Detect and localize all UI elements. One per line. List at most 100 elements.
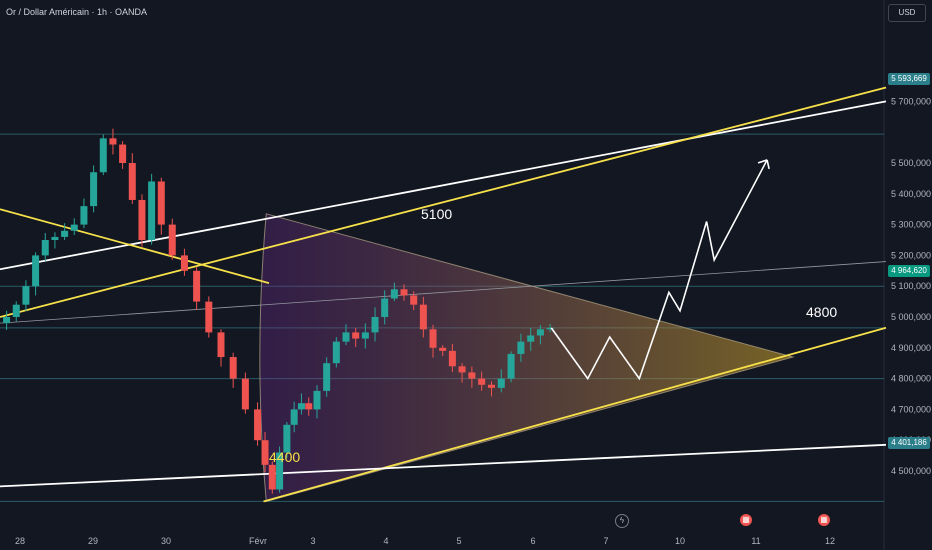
candle-body-3 <box>32 255 40 287</box>
y-tick-label: 4 900,000 <box>891 343 931 353</box>
candle-body-4 <box>41 240 49 256</box>
candle-body-44 <box>429 329 437 348</box>
candle-body-29 <box>290 409 298 425</box>
calendar-event-icon[interactable]: ▦ <box>740 514 752 526</box>
x-tick-label: 4 <box>383 536 388 546</box>
current-price-label: 4 964,620 <box>888 265 930 277</box>
candle-body-35 <box>342 332 350 342</box>
candle-body-21 <box>217 332 225 358</box>
candle-body-36 <box>352 332 360 339</box>
candle-body-10 <box>99 138 107 173</box>
candle-body-8 <box>80 206 88 225</box>
y-tick-label: 5 100,000 <box>891 281 931 291</box>
candle-body-17 <box>168 224 176 256</box>
y-tick-label: 5 000,000 <box>891 312 931 322</box>
triangle-pattern <box>259 213 795 503</box>
annotation-4800: 4800 <box>806 304 838 320</box>
y-tick-label: 4 500,000 <box>891 466 931 476</box>
x-tick-label: 6 <box>530 536 535 546</box>
lower-white-trendline <box>0 443 887 488</box>
candle-body-53 <box>517 341 525 354</box>
candle-body-19 <box>193 270 201 302</box>
candle-body-56 <box>546 327 554 330</box>
candle-body-31 <box>305 403 313 410</box>
candle-body-45 <box>439 347 447 351</box>
candle-body-24 <box>254 409 262 441</box>
candle-body-50 <box>487 384 495 388</box>
annotation-4400: 4400 <box>269 449 301 465</box>
x-tick-label: 28 <box>15 536 25 546</box>
candle-body-51 <box>497 378 505 388</box>
candle-body-37 <box>361 332 369 339</box>
candle-body-20 <box>205 301 213 333</box>
candle-body-33 <box>323 363 331 391</box>
candle-body-38 <box>371 317 379 333</box>
candle-body-43 <box>419 304 427 330</box>
y-tick-label: 4 700,000 <box>891 404 931 414</box>
candle-body-32 <box>313 390 321 410</box>
mid-trendline <box>0 261 887 324</box>
lightning-icon[interactable]: ϟ <box>615 514 629 528</box>
candle-body-52 <box>507 353 515 379</box>
candle-body-27 <box>276 452 284 490</box>
yellow-lower-trendline <box>263 326 887 503</box>
candle-body-26 <box>268 464 276 490</box>
candle-body-48 <box>468 372 476 379</box>
candle-body-15 <box>148 181 156 240</box>
yellow-descending-line <box>0 208 270 284</box>
y-tick-label: 5 400,000 <box>891 189 931 199</box>
high-price-label: 5 593,669 <box>888 73 930 85</box>
y-tick-label: 5 700,000 <box>891 96 931 106</box>
annotation-5100: 5100 <box>421 206 453 222</box>
candle-body-1 <box>12 304 20 317</box>
candle-body-47 <box>458 366 466 373</box>
candle-body-7 <box>70 224 78 231</box>
candle-body-55 <box>536 329 544 336</box>
upper-white-trendline <box>0 100 887 271</box>
candle-body-16 <box>157 181 165 225</box>
candle-body-54 <box>527 335 535 342</box>
candle-body-25 <box>261 440 269 465</box>
low-price-label: 4 401,186 <box>888 437 930 449</box>
candle-body-9 <box>90 172 98 207</box>
yellow-channel-line <box>0 86 887 318</box>
candle-body-12 <box>119 144 127 163</box>
candle-body-23 <box>241 378 249 410</box>
candle-body-14 <box>138 199 146 240</box>
candle-body-11 <box>109 138 117 145</box>
calendar-event-icon-2[interactable]: ▦ <box>818 514 830 526</box>
x-tick-label: 30 <box>161 536 171 546</box>
candle-body-42 <box>410 295 418 305</box>
candle-body-30 <box>297 403 305 410</box>
x-tick-label: 5 <box>456 536 461 546</box>
candle-body-18 <box>180 255 188 271</box>
y-tick-label: 5 500,000 <box>891 158 931 168</box>
candle-body-13 <box>128 163 136 200</box>
candle-body-40 <box>390 289 398 299</box>
chart-title: Or / Dollar Américain · 1h · OANDA <box>6 7 148 17</box>
projection-arrowhead <box>757 159 770 170</box>
candle-body-49 <box>478 378 486 385</box>
y-tick-label: 5 300,000 <box>891 220 931 230</box>
candle-body-34 <box>332 341 340 364</box>
candle-body-2 <box>22 286 30 305</box>
candle-body-46 <box>448 350 456 367</box>
candle-body-41 <box>400 289 408 296</box>
y-tick-label: 5 200,000 <box>891 250 931 260</box>
x-tick-label: 11 <box>751 536 760 546</box>
x-tick-label: 3 <box>310 536 315 546</box>
x-tick-label: 7 <box>603 536 608 546</box>
candle-body-5 <box>51 236 59 240</box>
candle-body-28 <box>283 424 291 453</box>
x-tick-label: 10 <box>675 536 685 546</box>
candle-body-22 <box>229 357 237 379</box>
currency-button[interactable]: USD <box>888 4 926 22</box>
projection-path <box>550 159 768 381</box>
y-tick-label: 4 800,000 <box>891 374 931 384</box>
x-tick-label: Févr <box>249 536 267 546</box>
x-tick-label: 12 <box>825 536 835 546</box>
x-tick-label: 29 <box>88 536 98 546</box>
candle-body-6 <box>61 230 69 237</box>
